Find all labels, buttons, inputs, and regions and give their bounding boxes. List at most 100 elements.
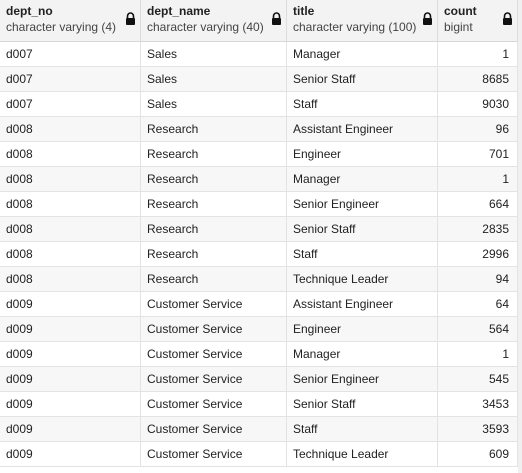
cell-dept-name[interactable]: Research bbox=[141, 242, 287, 266]
cell-count[interactable]: 564 bbox=[438, 317, 518, 341]
cell-dept-no[interactable]: d009 bbox=[0, 417, 141, 441]
cell-dept-name[interactable]: Sales bbox=[141, 67, 287, 91]
cell-title[interactable]: Manager bbox=[287, 42, 438, 66]
cell-dept-no[interactable]: d007 bbox=[0, 42, 141, 66]
table-row[interactable]: d008 Research Staff 2996 bbox=[0, 242, 518, 267]
table-row[interactable]: d009 Customer Service Technique Leader 609 bbox=[0, 442, 518, 467]
cell-title[interactable]: Staff bbox=[287, 92, 438, 116]
cell-count[interactable]: 3593 bbox=[438, 417, 518, 441]
cell-dept-name[interactable]: Customer Service bbox=[141, 317, 287, 341]
cell-count[interactable]: 1 bbox=[438, 167, 518, 191]
cell-count[interactable]: 664 bbox=[438, 192, 518, 216]
column-name: title bbox=[293, 4, 315, 18]
cell-dept-name[interactable]: Sales bbox=[141, 92, 287, 116]
column-header-dept-name[interactable]: dept_name character varying (40) bbox=[141, 0, 287, 41]
cell-dept-name[interactable]: Customer Service bbox=[141, 342, 287, 366]
cell-dept-name[interactable]: Research bbox=[141, 267, 287, 291]
column-type: character varying (4) bbox=[6, 20, 117, 34]
cell-count[interactable]: 8685 bbox=[438, 67, 518, 91]
table-row[interactable]: d008 Research Engineer 701 bbox=[0, 142, 518, 167]
cell-title[interactable]: Senior Staff bbox=[287, 392, 438, 416]
cell-title[interactable]: Senior Engineer bbox=[287, 367, 438, 391]
column-type: bigint bbox=[444, 20, 473, 34]
cell-count[interactable]: 64 bbox=[438, 292, 518, 316]
cell-dept-name[interactable]: Research bbox=[141, 117, 287, 141]
cell-title[interactable]: Staff bbox=[287, 242, 438, 266]
cell-dept-name[interactable]: Customer Service bbox=[141, 392, 287, 416]
cell-dept-no[interactable]: d008 bbox=[0, 217, 141, 241]
cell-dept-no[interactable]: d007 bbox=[0, 67, 141, 91]
table-row[interactable]: d009 Customer Service Engineer 564 bbox=[0, 317, 518, 342]
cell-dept-no[interactable]: d009 bbox=[0, 292, 141, 316]
cell-title[interactable]: Senior Staff bbox=[287, 217, 438, 241]
cell-dept-name[interactable]: Customer Service bbox=[141, 442, 287, 466]
column-name: dept_name bbox=[147, 4, 211, 18]
grid-body: d007 Sales Manager 1 d007 Sales Senior Staff 86… bbox=[0, 42, 518, 467]
cell-title[interactable]: Assistant Engineer bbox=[287, 292, 438, 316]
cell-dept-name[interactable]: Customer Service bbox=[141, 367, 287, 391]
cell-dept-no[interactable]: d008 bbox=[0, 267, 141, 291]
column-header-dept-no[interactable]: dept_no character varying (4) bbox=[0, 0, 141, 41]
cell-dept-no[interactable]: d008 bbox=[0, 142, 141, 166]
cell-dept-name[interactable]: Research bbox=[141, 192, 287, 216]
cell-count[interactable]: 609 bbox=[438, 442, 518, 466]
table-row[interactable]: d009 Customer Service Manager 1 bbox=[0, 342, 518, 367]
cell-title[interactable]: Senior Engineer bbox=[287, 192, 438, 216]
cell-dept-no[interactable]: d008 bbox=[0, 192, 141, 216]
cell-count[interactable]: 96 bbox=[438, 117, 518, 141]
table-row[interactable]: d009 Customer Service Senior Engineer 545 bbox=[0, 367, 518, 392]
cell-count[interactable]: 1 bbox=[438, 42, 518, 66]
cell-dept-name[interactable]: Sales bbox=[141, 42, 287, 66]
cell-dept-name[interactable]: Customer Service bbox=[141, 292, 287, 316]
table-row[interactable]: d008 Research Manager 1 bbox=[0, 167, 518, 192]
cell-title[interactable]: Senior Staff bbox=[287, 67, 438, 91]
cell-title[interactable]: Assistant Engineer bbox=[287, 117, 438, 141]
cell-dept-no[interactable]: d008 bbox=[0, 117, 141, 141]
cell-title[interactable]: Staff bbox=[287, 417, 438, 441]
column-header-title[interactable]: title character varying (100) bbox=[287, 0, 438, 41]
cell-dept-no[interactable]: d008 bbox=[0, 242, 141, 266]
cell-count[interactable]: 94 bbox=[438, 267, 518, 291]
cell-count[interactable]: 2835 bbox=[438, 217, 518, 241]
table-row[interactable]: d009 Customer Service Senior Staff 3453 bbox=[0, 392, 518, 417]
cell-dept-no[interactable]: d008 bbox=[0, 167, 141, 191]
cell-count[interactable]: 701 bbox=[438, 142, 518, 166]
cell-dept-no[interactable]: d009 bbox=[0, 367, 141, 391]
table-row[interactable]: d008 Research Senior Engineer 664 bbox=[0, 192, 518, 217]
cell-dept-name[interactable]: Research bbox=[141, 142, 287, 166]
cell-dept-name[interactable]: Research bbox=[141, 217, 287, 241]
cell-dept-no[interactable]: d007 bbox=[0, 92, 141, 116]
cell-dept-no[interactable]: d009 bbox=[0, 317, 141, 341]
cell-count[interactable]: 9030 bbox=[438, 92, 518, 116]
cell-title[interactable]: Engineer bbox=[287, 317, 438, 341]
cell-count[interactable]: 2996 bbox=[438, 242, 518, 266]
table-row[interactable]: d009 Customer Service Assistant Engineer 64 bbox=[0, 292, 518, 317]
cell-dept-name[interactable]: Research bbox=[141, 167, 287, 191]
cell-dept-no[interactable]: d009 bbox=[0, 342, 141, 366]
cell-dept-name[interactable]: Customer Service bbox=[141, 417, 287, 441]
cell-count[interactable]: 3453 bbox=[438, 392, 518, 416]
cell-title[interactable]: Manager bbox=[287, 167, 438, 191]
table-row[interactable]: d008 Research Technique Leader 94 bbox=[0, 267, 518, 292]
table-row[interactable]: d007 Sales Staff 9030 bbox=[0, 92, 518, 117]
column-name: dept_no bbox=[6, 4, 53, 18]
cell-title[interactable]: Engineer bbox=[287, 142, 438, 166]
cell-dept-no[interactable]: d009 bbox=[0, 442, 141, 466]
lock-icon bbox=[423, 12, 432, 25]
cell-title[interactable]: Technique Leader bbox=[287, 267, 438, 291]
table-row[interactable]: d009 Customer Service Staff 3593 bbox=[0, 417, 518, 442]
table-row[interactable]: d007 Sales Senior Staff 8685 bbox=[0, 67, 518, 92]
cell-title[interactable]: Manager bbox=[287, 342, 438, 366]
column-type: character varying (100) bbox=[293, 20, 417, 34]
grid-header: dept_no character varying (4) dept_name … bbox=[0, 0, 518, 42]
table-row[interactable]: d007 Sales Manager 1 bbox=[0, 42, 518, 67]
cell-title[interactable]: Technique Leader bbox=[287, 442, 438, 466]
vertical-scrollbar[interactable] bbox=[518, 0, 522, 473]
cell-count[interactable]: 1 bbox=[438, 342, 518, 366]
column-header-count[interactable]: count bigint bbox=[438, 0, 518, 41]
table-row[interactable]: d008 Research Senior Staff 2835 bbox=[0, 217, 518, 242]
table-row[interactable]: d008 Research Assistant Engineer 96 bbox=[0, 117, 518, 142]
cell-count[interactable]: 545 bbox=[438, 367, 518, 391]
cell-dept-no[interactable]: d009 bbox=[0, 392, 141, 416]
